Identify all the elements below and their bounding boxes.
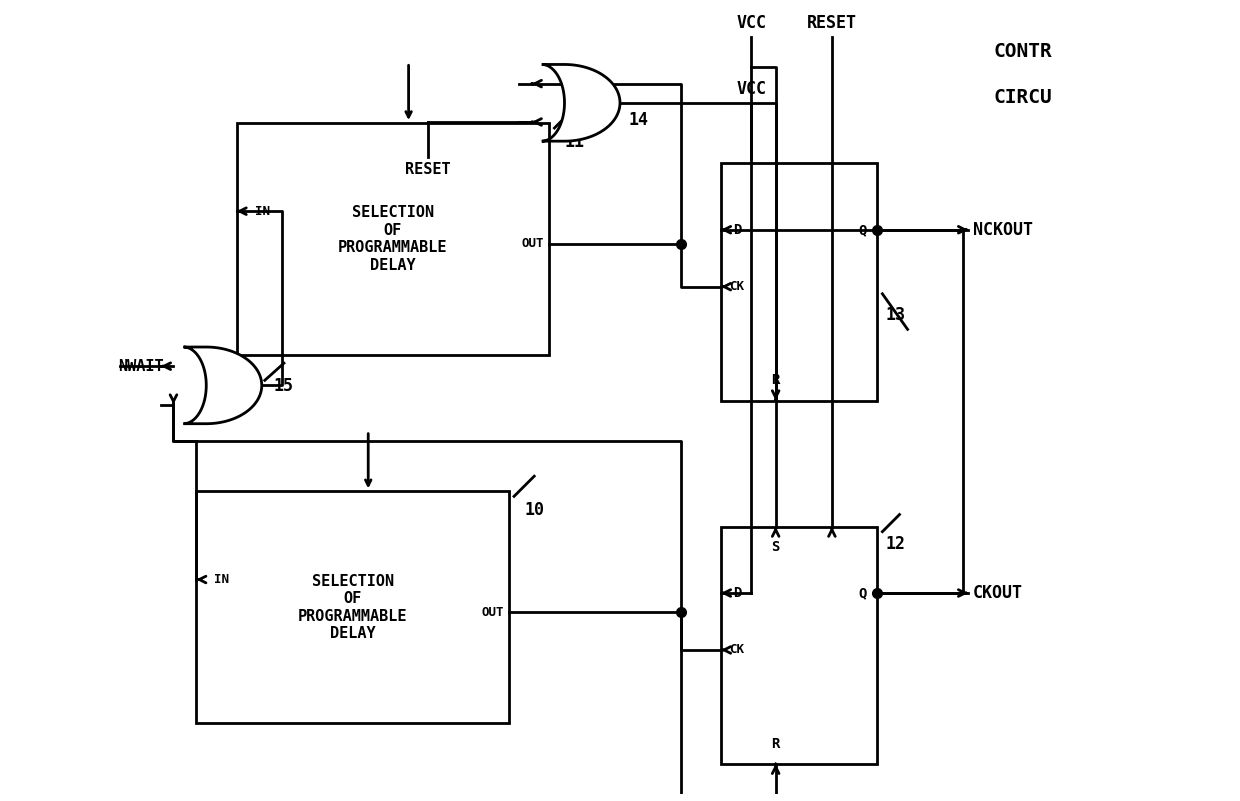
Text: Q: Q xyxy=(859,586,867,600)
Text: RESET: RESET xyxy=(807,14,857,32)
Text: Q: Q xyxy=(859,223,867,237)
Text: SELECTION
OF
PROGRAMMABLE
DELAY: SELECTION OF PROGRAMMABLE DELAY xyxy=(339,205,448,272)
Text: OUT: OUT xyxy=(481,606,503,618)
Bar xyxy=(720,163,878,400)
Text: 15: 15 xyxy=(274,377,294,395)
Text: SELECTION
OF
PROGRAMMABLE
DELAY: SELECTION OF PROGRAMMABLE DELAY xyxy=(298,574,407,641)
Bar xyxy=(237,123,549,355)
Text: CK: CK xyxy=(729,643,744,657)
Text: 11: 11 xyxy=(564,133,584,151)
Text: D: D xyxy=(733,223,742,237)
Text: R: R xyxy=(771,373,780,388)
Text: NWAIT: NWAIT xyxy=(119,359,164,374)
Text: CIRCU: CIRCU xyxy=(993,87,1052,107)
Text: CONTR: CONTR xyxy=(993,42,1052,61)
Text: S: S xyxy=(771,540,780,553)
Polygon shape xyxy=(184,347,262,424)
Text: 13: 13 xyxy=(885,306,905,324)
Text: 12: 12 xyxy=(885,535,905,553)
Text: IN: IN xyxy=(254,205,269,218)
Text: IN: IN xyxy=(215,573,229,586)
Text: 14: 14 xyxy=(629,111,649,129)
Text: OUT: OUT xyxy=(522,237,544,250)
Bar xyxy=(196,491,508,723)
Text: R: R xyxy=(771,737,780,751)
Bar xyxy=(720,526,878,764)
Text: RESET: RESET xyxy=(405,163,451,177)
Text: D: D xyxy=(733,586,742,600)
Text: 10: 10 xyxy=(525,501,544,519)
Polygon shape xyxy=(542,64,620,141)
Text: CK: CK xyxy=(729,280,744,293)
Text: NCKOUT: NCKOUT xyxy=(973,221,1033,239)
Text: CKOUT: CKOUT xyxy=(973,584,1023,602)
Text: VCC: VCC xyxy=(737,14,766,32)
Text: VCC: VCC xyxy=(737,80,766,98)
